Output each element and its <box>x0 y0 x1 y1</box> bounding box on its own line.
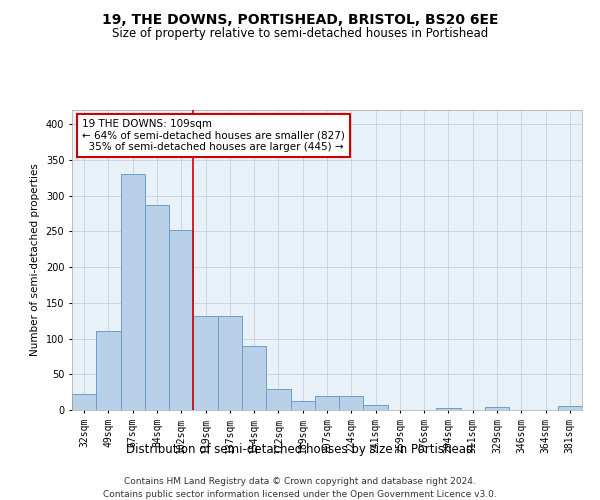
Bar <box>145 205 169 410</box>
Bar <box>96 332 121 410</box>
Bar <box>242 346 266 410</box>
Text: Contains public sector information licensed under the Open Government Licence v3: Contains public sector information licen… <box>103 490 497 499</box>
Bar <box>290 402 315 410</box>
Bar <box>436 408 461 410</box>
Text: Size of property relative to semi-detached houses in Portishead: Size of property relative to semi-detach… <box>112 28 488 40</box>
Text: 19, THE DOWNS, PORTISHEAD, BRISTOL, BS20 6EE: 19, THE DOWNS, PORTISHEAD, BRISTOL, BS20… <box>102 12 498 26</box>
Bar <box>315 396 339 410</box>
Text: Distribution of semi-detached houses by size in Portishead: Distribution of semi-detached houses by … <box>126 442 474 456</box>
Bar <box>169 230 193 410</box>
Bar <box>364 405 388 410</box>
Y-axis label: Number of semi-detached properties: Number of semi-detached properties <box>30 164 40 356</box>
Text: 19 THE DOWNS: 109sqm
← 64% of semi-detached houses are smaller (827)
  35% of se: 19 THE DOWNS: 109sqm ← 64% of semi-detac… <box>82 119 345 152</box>
Bar <box>266 388 290 410</box>
Text: Contains HM Land Registry data © Crown copyright and database right 2024.: Contains HM Land Registry data © Crown c… <box>124 478 476 486</box>
Bar <box>72 394 96 410</box>
Bar <box>218 316 242 410</box>
Bar <box>339 396 364 410</box>
Bar <box>121 174 145 410</box>
Bar <box>558 406 582 410</box>
Bar <box>485 407 509 410</box>
Bar <box>193 316 218 410</box>
